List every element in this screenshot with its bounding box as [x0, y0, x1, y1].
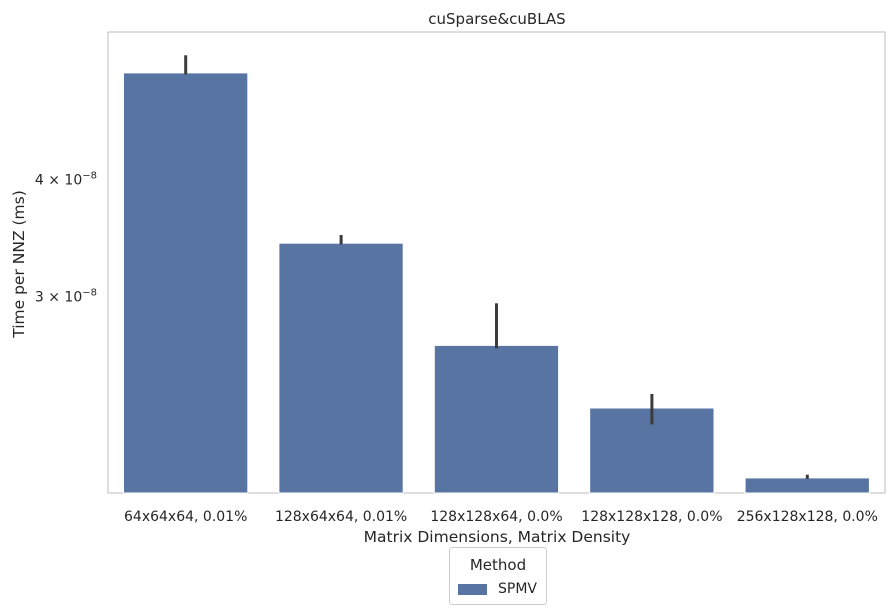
- x-tick-label-1: 64x64x64, 0.01%: [124, 509, 247, 525]
- x-axis-label: Matrix Dimensions, Matrix Density: [364, 528, 631, 546]
- x-tick-label-2: 128x64x64, 0.01%: [275, 509, 407, 525]
- y-axis-label: Time per NNZ (ms): [10, 190, 28, 339]
- chart-title: cuSparse&cuBLAS: [428, 10, 565, 28]
- y-tick-label-1: 3 × 10−8: [35, 288, 97, 306]
- bars-layer: [123, 72, 870, 494]
- legend-swatch-spmv: [458, 584, 487, 595]
- bar-3: [433, 344, 560, 494]
- x-tick-label-5: 256x128x128, 0.0%: [737, 509, 878, 525]
- x-tick-labels: 64x64x64, 0.01% 128x64x64, 0.01% 128x128x6…: [124, 509, 878, 525]
- error-bars-layer: [184, 55, 809, 479]
- x-tick-label-3: 128x128x64, 0.0%: [430, 509, 562, 525]
- legend: Method SPMV: [449, 547, 547, 605]
- x-tick-label-4: 128x128x128, 0.0%: [581, 509, 722, 525]
- bar-5: [744, 477, 870, 494]
- bar-1: [123, 72, 249, 494]
- legend-title: Method: [469, 556, 527, 574]
- y-tick-label-2: 4 × 10−8: [35, 171, 97, 189]
- bar-2: [278, 242, 404, 494]
- y-tick-labels: 3 × 10−8 4 × 10−8: [35, 171, 97, 306]
- legend-label-spmv: SPMV: [498, 581, 537, 597]
